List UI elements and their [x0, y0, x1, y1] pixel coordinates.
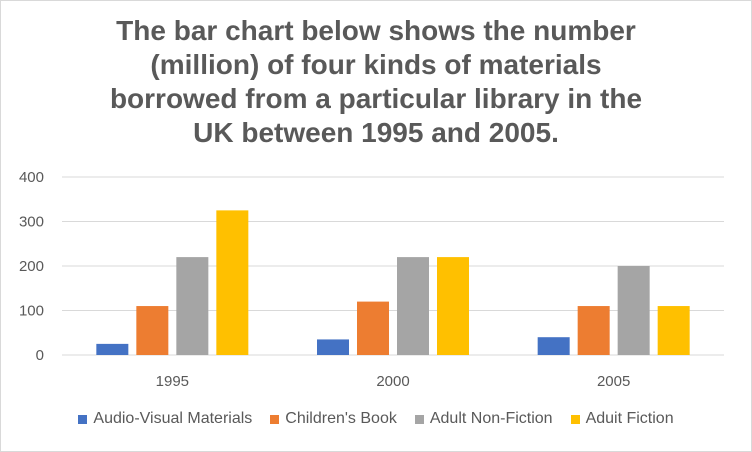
legend-item: Children's Book: [270, 410, 397, 428]
chart-title-line-1: The bar chart below shows the number: [116, 15, 636, 46]
legend-label: Children's Book: [285, 410, 397, 427]
legend-label: Aduit Fiction: [585, 410, 674, 427]
bar: [577, 306, 610, 355]
bar: [657, 306, 690, 355]
y-tick-label: 100: [19, 303, 44, 320]
bar: [216, 210, 249, 355]
y-tick-label: 0: [36, 347, 44, 364]
bar: [136, 306, 169, 355]
legend-swatch: [78, 414, 88, 424]
x-tick-label: 2005: [597, 373, 630, 390]
chart-title: The bar chart below shows the number (mi…: [0, 14, 752, 150]
bar: [317, 339, 349, 355]
bar: [96, 343, 129, 355]
chart-title-line-3: borrowed from a particular library in th…: [109, 83, 643, 114]
y-tick-label: 300: [19, 214, 44, 231]
bar: [437, 257, 469, 355]
chart-legend: Audio-Visual Materials Children's Book Adu…: [0, 410, 752, 428]
y-tick-label: 400: [19, 169, 44, 186]
bar: [617, 266, 650, 355]
legend-label: Adult Non-Fiction: [429, 410, 553, 427]
legend-swatch: [570, 414, 580, 424]
y-tick-label: 200: [19, 258, 44, 275]
bar: [537, 337, 570, 355]
legend-label: Audio-Visual Materials: [93, 410, 253, 427]
x-tick-label: 1995: [156, 373, 189, 390]
legend-item: Adult Non-Fiction: [414, 410, 553, 428]
bar: [397, 257, 429, 355]
legend-item: Audio-Visual Materials: [78, 410, 252, 428]
chart-title-line-4: UK between 1995 and 2005.: [193, 117, 559, 148]
legend-swatch: [270, 414, 280, 424]
x-tick-label: 2000: [376, 373, 409, 390]
bar: [176, 257, 209, 355]
bar: [357, 301, 389, 355]
chart-title-line-2: (million) of four kinds of materials: [150, 49, 602, 80]
legend-item: Aduit Fiction: [570, 410, 674, 428]
legend-swatch: [414, 414, 424, 424]
